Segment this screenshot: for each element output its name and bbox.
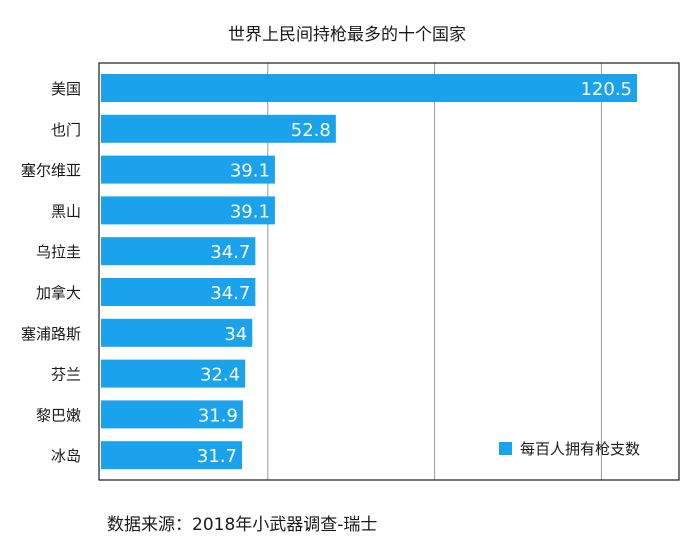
plot-frame (98, 62, 680, 481)
category-label: 乌拉圭 (36, 243, 81, 261)
value-label: 34.7 (210, 242, 250, 263)
legend-label: 每百人拥有枪支数 (520, 440, 640, 458)
bar (101, 359, 246, 388)
category-label: 冰岛 (51, 447, 81, 465)
category-label: 加拿大 (36, 284, 81, 302)
value-labels: 120.5 52.8 39.1 39.1 34.7 34.7 34 32.4 31.9 31.7 (197, 79, 632, 467)
value-label: 31.7 (197, 446, 237, 467)
chart-title: 世界上民间持枪最多的十个国家 (228, 25, 466, 45)
value-label: 34.7 (210, 283, 250, 304)
value-label: 32.4 (200, 365, 240, 386)
bar (101, 318, 253, 347)
category-label: 美国 (51, 80, 81, 98)
category-label: 塞浦路斯 (21, 325, 81, 343)
bars-group (101, 74, 637, 470)
value-label: 120.5 (580, 79, 632, 100)
category-label: 也门 (51, 121, 81, 139)
bar (101, 441, 243, 470)
category-label: 黎巴嫩 (36, 406, 81, 424)
bar (101, 237, 256, 266)
bar (101, 196, 275, 225)
value-label: 31.9 (198, 405, 238, 426)
source-note: 数据来源：2018年小武器调查-瑞士 (107, 515, 378, 535)
category-label: 塞尔维亚 (21, 162, 81, 180)
bar (101, 400, 243, 429)
bar (101, 114, 336, 143)
bar (101, 74, 637, 102)
value-label: 34 (224, 324, 247, 345)
category-label: 黑山 (51, 202, 81, 220)
category-label: 芬兰 (51, 366, 81, 384)
value-label: 39.1 (230, 201, 270, 222)
bar (101, 155, 275, 184)
legend-swatch (499, 442, 512, 455)
legend: 每百人拥有枪支数 (499, 440, 640, 458)
bar (101, 278, 256, 306)
value-label: 52.8 (291, 120, 331, 141)
value-label: 39.1 (230, 161, 270, 182)
